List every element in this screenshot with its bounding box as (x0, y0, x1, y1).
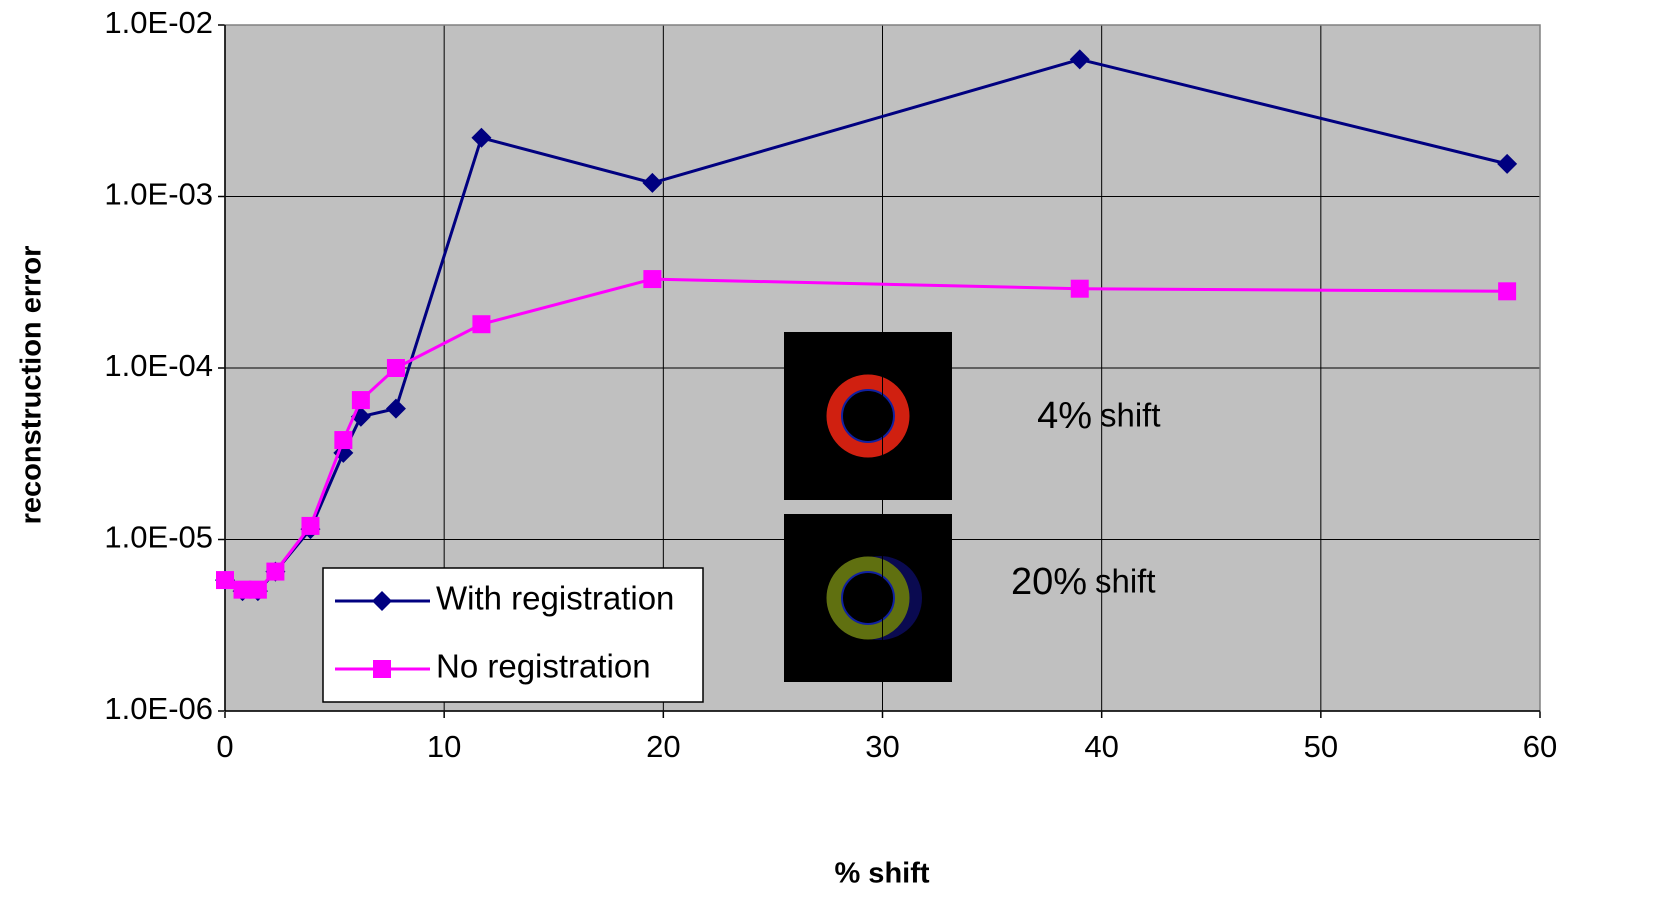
y-tick-label: 1.0E-03 (104, 177, 213, 212)
legend-label: With registration (436, 580, 674, 617)
page: {"chart_data": {"type": "line", "xlabel"… (0, 0, 1658, 915)
inset-image (784, 332, 952, 500)
marker (334, 431, 352, 449)
x-tick-label: 0 (216, 729, 233, 764)
legend: With registration No registration (323, 568, 703, 702)
marker (387, 359, 405, 377)
annotation: 20% (1011, 561, 1087, 603)
x-tick-label: 10 (427, 729, 461, 764)
legend-label: No registration (436, 648, 651, 685)
marker (373, 660, 391, 678)
x-axis-title: % shift (834, 858, 929, 890)
marker (249, 581, 267, 599)
ring-edge (842, 572, 894, 624)
annotation: shift (1100, 397, 1161, 434)
y-tick-label: 1.0E-05 (104, 520, 213, 555)
y-axis-title: reconstruction error (16, 246, 48, 525)
x-tick-label: 30 (865, 729, 899, 764)
marker (1071, 280, 1089, 298)
x-tick-label: 20 (646, 729, 680, 764)
x-tick-label: 60 (1523, 729, 1557, 764)
y-tick-label: 1.0E-02 (104, 5, 213, 40)
y-tick-label: 1.0E-04 (104, 348, 213, 383)
x-tick-label: 50 (1304, 729, 1338, 764)
marker (352, 391, 370, 409)
marker (266, 563, 284, 581)
marker (1498, 282, 1516, 300)
annotation: 4% (1037, 395, 1092, 437)
marker (301, 517, 319, 535)
annotation: shift (1095, 563, 1156, 600)
chart: % shift reconstruction error 1.0E-06 1.0E… (0, 0, 1658, 910)
y-tick-label: 1.0E-06 (104, 691, 213, 726)
x-tick-label: 40 (1084, 729, 1118, 764)
marker (216, 571, 234, 589)
marker (472, 315, 490, 333)
marker (643, 270, 661, 288)
marker (234, 581, 252, 599)
